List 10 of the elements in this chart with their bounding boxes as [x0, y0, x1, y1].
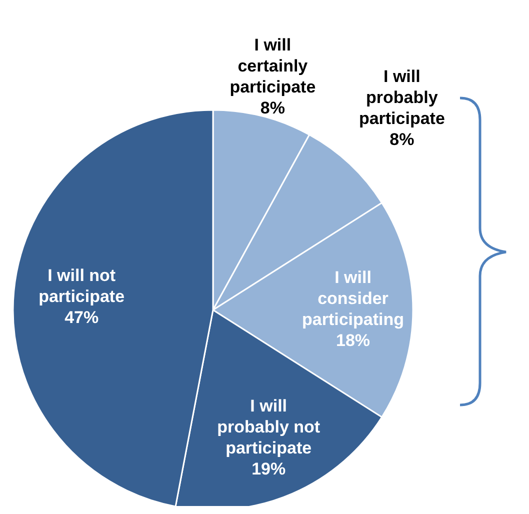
slice-label: I will probably not participate — [217, 396, 320, 458]
data-label: 19% — [252, 459, 286, 478]
data-label: 18% — [336, 330, 370, 350]
slice-label: I will not participate — [38, 266, 125, 306]
slice-label: I will probably participate — [358, 66, 445, 128]
data-label: 8% — [390, 130, 414, 149]
data-label: 8% — [260, 98, 285, 118]
slice-label: I will consider participating — [302, 268, 404, 329]
data-label: 47% — [64, 308, 99, 328]
slice-label: I will certainly participate — [230, 36, 316, 97]
